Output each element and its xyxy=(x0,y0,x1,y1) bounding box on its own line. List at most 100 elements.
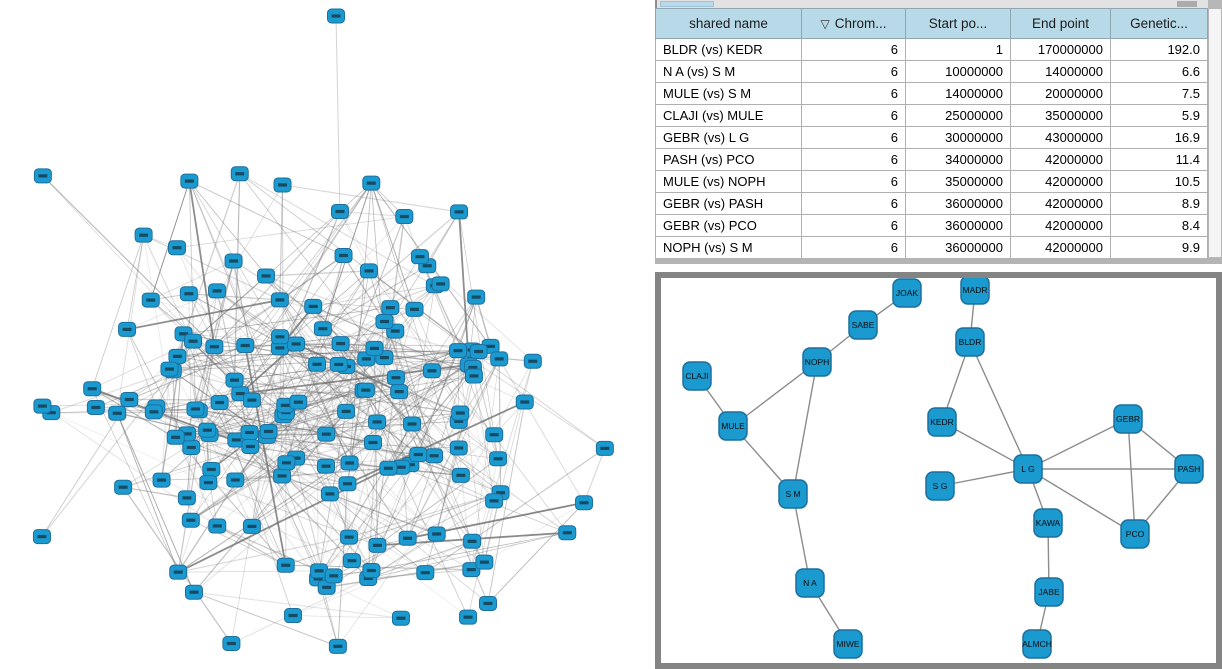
node-shape[interactable] xyxy=(927,407,957,437)
network-edge[interactable] xyxy=(198,260,235,411)
table-row[interactable]: N A (vs) S M 6 10000000 14000000 6.6 xyxy=(655,60,1208,83)
table-cell[interactable]: 1 xyxy=(905,38,1011,61)
network-edge[interactable] xyxy=(150,299,287,413)
network-edge[interactable] xyxy=(286,462,472,570)
network-edge[interactable] xyxy=(347,483,353,561)
table-cell[interactable]: 10.5 xyxy=(1110,170,1208,193)
network-node-claji[interactable]: CLAJI xyxy=(682,361,712,391)
network-edge[interactable] xyxy=(329,493,426,573)
network-node[interactable] xyxy=(199,475,218,491)
network-edge[interactable] xyxy=(316,364,319,579)
network-edge[interactable] xyxy=(178,570,320,573)
network-node[interactable] xyxy=(287,336,306,352)
network-node[interactable] xyxy=(108,405,127,421)
network-node-kawa[interactable]: KAWA xyxy=(1033,508,1063,538)
network-edge[interactable] xyxy=(116,413,195,593)
network-edge[interactable] xyxy=(498,358,585,504)
network-edge[interactable] xyxy=(51,344,246,414)
network-edge[interactable] xyxy=(313,285,435,307)
network-edge[interactable] xyxy=(176,247,299,403)
network-node[interactable] xyxy=(242,518,261,534)
network-edge[interactable] xyxy=(122,363,318,488)
network-edge-l-g-pco[interactable] xyxy=(1027,468,1136,535)
network-edge[interactable] xyxy=(123,486,187,499)
network-edge[interactable] xyxy=(472,367,495,501)
network-edge[interactable] xyxy=(322,328,350,538)
network-edge[interactable] xyxy=(484,502,585,563)
network-edge[interactable] xyxy=(279,299,347,412)
network-edge[interactable] xyxy=(312,306,460,449)
network-edge[interactable] xyxy=(368,540,473,579)
network-edge[interactable] xyxy=(126,299,281,331)
network-edge[interactable] xyxy=(279,184,284,300)
network-edge[interactable] xyxy=(326,561,485,589)
network-node[interactable] xyxy=(210,395,229,411)
network-node[interactable] xyxy=(464,368,483,384)
network-edge[interactable] xyxy=(407,537,489,604)
network-edge[interactable] xyxy=(282,184,460,213)
network-edge[interactable] xyxy=(268,412,461,432)
node-shape[interactable] xyxy=(925,471,955,501)
network-node[interactable] xyxy=(451,467,470,483)
network-node[interactable] xyxy=(284,608,303,624)
network-edge[interactable] xyxy=(295,307,391,459)
network-node[interactable] xyxy=(208,518,227,534)
network-node[interactable] xyxy=(395,209,414,225)
network-node-s-g[interactable]: S G xyxy=(925,471,955,501)
network-edge[interactable] xyxy=(51,412,209,483)
network-edge[interactable] xyxy=(424,447,460,573)
network-node[interactable] xyxy=(337,403,356,419)
network-edge[interactable] xyxy=(249,420,459,433)
network-node[interactable] xyxy=(449,440,468,456)
table-row[interactable]: PASH (vs) PCO 6 34000000 42000000 11.4 xyxy=(655,148,1208,171)
network-edge[interactable] xyxy=(190,462,287,521)
network-edge[interactable] xyxy=(209,404,286,435)
network-edge[interactable] xyxy=(188,180,216,347)
network-edge[interactable] xyxy=(91,387,251,448)
network-edge[interactable] xyxy=(153,411,284,417)
network-edge[interactable] xyxy=(368,270,385,322)
network-edge[interactable] xyxy=(177,431,270,573)
network-node[interactable] xyxy=(186,401,205,417)
network-node[interactable] xyxy=(177,490,196,506)
network-edge[interactable] xyxy=(370,183,415,310)
network-node[interactable] xyxy=(86,399,105,415)
large-network-view[interactable] xyxy=(0,0,648,669)
network-edge[interactable] xyxy=(317,423,413,580)
network-edge[interactable] xyxy=(339,211,461,414)
node-shape[interactable] xyxy=(960,278,990,305)
network-edge[interactable] xyxy=(177,356,297,459)
network-node[interactable] xyxy=(224,253,243,269)
network-edge[interactable] xyxy=(285,349,473,414)
network-edge[interactable] xyxy=(387,367,474,469)
network-edge[interactable] xyxy=(188,293,318,365)
table-cell[interactable]: 34000000 xyxy=(905,148,1011,171)
network-edge[interactable] xyxy=(128,299,281,400)
network-edge[interactable] xyxy=(394,331,409,539)
table-cell[interactable]: 6 xyxy=(801,126,906,149)
network-edge[interactable] xyxy=(500,361,534,493)
network-edge[interactable] xyxy=(348,390,365,464)
network-node[interactable] xyxy=(270,329,289,345)
network-node[interactable] xyxy=(450,204,469,220)
table-row[interactable]: BLDR (vs) KEDR 6 1 170000000 192.0 xyxy=(655,38,1208,61)
network-node[interactable] xyxy=(230,166,249,182)
network-edge[interactable] xyxy=(368,270,568,533)
network-edge[interactable] xyxy=(312,305,475,377)
network-node[interactable] xyxy=(375,314,394,330)
network-node-sabe[interactable]: SABE xyxy=(848,310,878,340)
network-edge[interactable] xyxy=(337,475,462,647)
network-node[interactable] xyxy=(328,638,347,654)
network-node[interactable] xyxy=(390,384,409,400)
network-node-pash[interactable]: PASH xyxy=(1174,454,1204,484)
table-row[interactable]: NOPH (vs) S M 6 36000000 42000000 9.9 xyxy=(655,236,1208,259)
table-cell[interactable]: 6 xyxy=(801,60,906,83)
table-cell[interactable]: 11.4 xyxy=(1110,148,1208,171)
node-shape[interactable] xyxy=(1033,508,1063,538)
network-edge[interactable] xyxy=(177,346,215,573)
network-node[interactable] xyxy=(469,344,488,360)
network-node[interactable] xyxy=(338,476,357,492)
network-edge[interactable] xyxy=(348,492,501,538)
network-node[interactable] xyxy=(324,568,343,584)
network-node[interactable] xyxy=(144,404,163,420)
